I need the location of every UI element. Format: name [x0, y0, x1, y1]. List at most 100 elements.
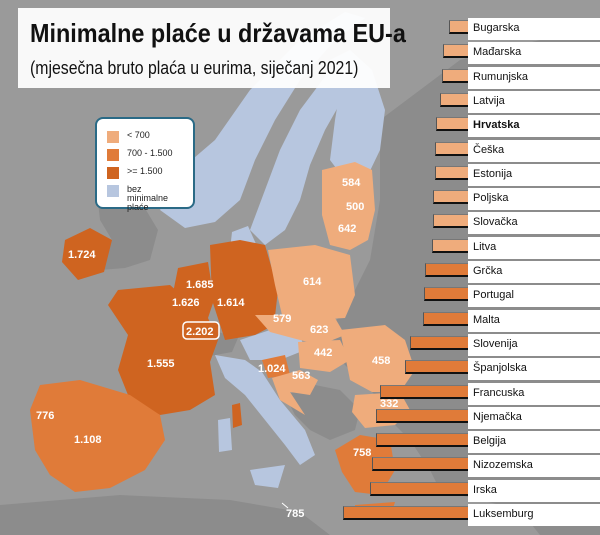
bar [432, 238, 468, 253]
bar-label: Francuska [468, 382, 600, 405]
region-greece [335, 435, 395, 495]
bar-label: Portugal [468, 285, 600, 308]
bar-row: Slovenija [360, 333, 600, 356]
bar-row: Irska [360, 479, 600, 502]
bar-label: Litva [468, 236, 600, 259]
region-poland [268, 245, 355, 320]
region-baltics [322, 162, 375, 250]
bar-label: Rumunjska [468, 66, 600, 89]
bar-label: Njemačka [468, 406, 600, 429]
land-balkans [285, 385, 360, 440]
bar [405, 360, 468, 375]
legend-swatch-low [107, 131, 119, 143]
map-label-netherlands: 1.685 [186, 279, 214, 291]
legend-swatch-mid [107, 149, 119, 161]
bar-row: Estonija [360, 163, 600, 186]
bar [380, 384, 468, 399]
bar-label: Nizozemska [468, 455, 600, 478]
map-label-hungary: 442 [314, 347, 332, 359]
legend-swatch-high [107, 167, 119, 179]
bar-row: Mađarska [360, 42, 600, 65]
bar-label: Španjolska [468, 358, 600, 381]
bar-row: Francuska [360, 382, 600, 405]
bar-row: Belgija [360, 431, 600, 454]
bar-row: Grčka [360, 261, 600, 283]
map-label-croatia: 563 [292, 370, 310, 382]
region-ireland [62, 228, 112, 280]
bar-label: Estonija [468, 163, 600, 186]
bar [424, 287, 468, 302]
bar-row: Slovačka [360, 212, 600, 235]
legend-label-high: >= 1.500 [127, 166, 163, 176]
region-czech-slovakia [255, 315, 345, 345]
map-label-romania: 458 [372, 355, 390, 367]
map-label-estonia: 584 [342, 177, 361, 189]
region-austria [240, 330, 305, 360]
region-croatia [272, 370, 318, 415]
bar [435, 141, 468, 156]
map-label-portugal: 776 [36, 410, 54, 422]
bar-row: Luksemburg [343, 504, 600, 526]
legend-swatch-none [107, 185, 119, 197]
bar [433, 190, 468, 205]
legend-item-high: >= 1.500 [107, 167, 182, 179]
map-label-slovakia: 623 [310, 324, 328, 336]
region-romania [340, 325, 415, 392]
bar-label: Poljska [468, 188, 600, 211]
bar [443, 44, 468, 59]
bar [436, 117, 468, 132]
page-subtitle: (mjesečna bruto plaća u eurima, siječanj… [30, 58, 359, 78]
map-label-belgium: 1.626 [172, 297, 200, 309]
map-label-czechia: 579 [273, 313, 291, 325]
bar-row: Hrvatska [360, 115, 600, 138]
map-label-france: 1.555 [147, 358, 175, 370]
region-italy [215, 355, 315, 465]
region-hungary [298, 340, 350, 372]
bar [442, 68, 468, 83]
bar-row: Rumunjska [360, 66, 600, 89]
bar-row: Malta [360, 309, 600, 332]
region-sardinia [218, 418, 232, 452]
bar-row: Litva [360, 236, 600, 259]
legend-item-none: bez minimalne plaće [107, 185, 182, 212]
map-label-slovenia: 1.024 [258, 363, 286, 375]
bar-label: Slovačka [468, 212, 600, 235]
region-slovenia [262, 355, 290, 378]
bar [410, 335, 468, 350]
bar-row: Portugal [360, 285, 600, 308]
bar-label: Hrvatska [468, 115, 600, 138]
malta-leader [281, 502, 289, 509]
bar [435, 165, 468, 180]
bar-label: Malta [468, 309, 600, 332]
region-corsica [232, 403, 242, 428]
luxembourg-callout [182, 321, 220, 340]
bar [343, 506, 468, 520]
bar-label: Slovenija [468, 333, 600, 356]
map-label-ireland: 1.724 [68, 249, 96, 261]
legend-label-mid: 700 - 1.500 [127, 148, 173, 158]
bar-chart: Bugarska Mađarska Rumunjska Latvija Hrvatska… [343, 0, 600, 535]
land-north-africa [0, 495, 330, 535]
land-norway [160, 12, 365, 228]
bar [376, 433, 468, 448]
bar-row: Poljska [360, 188, 600, 211]
bar-row: Nizozemska [360, 455, 600, 478]
map-label-latvia: 500 [346, 201, 364, 213]
bar-label: Bugarska [468, 18, 600, 40]
region-sweden [250, 60, 350, 245]
map-label-poland: 614 [303, 276, 322, 288]
bar-label: Luksemburg [468, 504, 600, 526]
bar [376, 408, 468, 423]
bar [423, 311, 468, 326]
title-box: Minimalne plaće u državama EU-a (mjesečn… [18, 8, 406, 88]
legend-item-mid: 700 - 1.500 [107, 149, 182, 161]
bar [440, 92, 468, 107]
region-sicily [250, 465, 285, 488]
region-france [108, 285, 218, 415]
legend: < 700 700 - 1.500 >= 1.500 bez minimalne… [95, 117, 195, 212]
map-label-lithuania: 642 [338, 223, 356, 235]
map-label-spain: 1.108 [74, 434, 102, 446]
legend-label-low: < 700 [127, 130, 150, 140]
bar [449, 20, 468, 34]
bar [433, 214, 468, 229]
